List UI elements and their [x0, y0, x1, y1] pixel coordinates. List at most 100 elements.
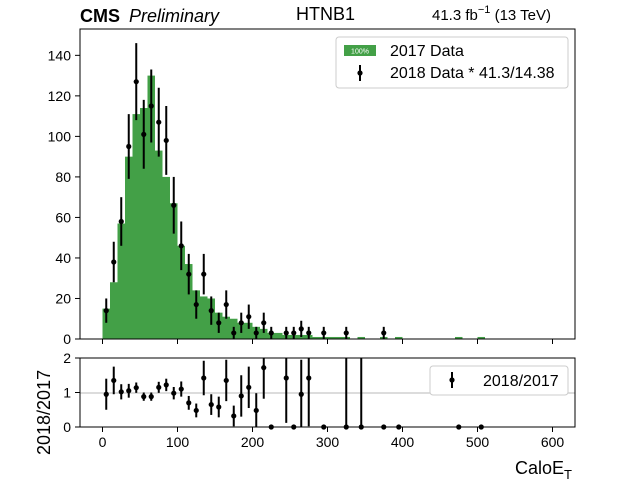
data-point-marker [283, 330, 289, 336]
x-tick-label: 200 [241, 434, 265, 450]
ratio-point-marker [111, 377, 117, 384]
trigger-label: HTNB1 [296, 4, 355, 24]
x-tick-label: 0 [99, 434, 107, 450]
data-point-marker [231, 330, 237, 336]
histogram-bar [177, 245, 185, 339]
ratio-point-marker [126, 388, 132, 394]
data-point-marker [178, 243, 184, 249]
main-y-ticks: 0 20 40 60 80 100 120 140 [48, 47, 80, 347]
data-point-marker [193, 301, 199, 308]
ratio-point-marker [238, 393, 244, 399]
data-point-marker [133, 79, 139, 85]
data-point-marker [156, 119, 162, 125]
ratio-point-marker [103, 391, 109, 397]
ratio-point-marker [156, 384, 162, 390]
data-point-marker [163, 137, 169, 144]
luminosity-label: 41.3 fb−1 (13 TeV) [432, 4, 551, 24]
main-legend: 100% 2017 Data 2018 Data * 41.3/14.38 [335, 36, 569, 89]
ratio-point-marker [261, 365, 267, 371]
histogram-bar [155, 150, 163, 339]
histogram-bar [357, 336, 365, 339]
data-point-marker [126, 143, 132, 150]
ratio-x-ticks: 0 100 200 300 400 500 600 [99, 427, 565, 450]
data-point-marker [103, 308, 109, 314]
main-x-ticks [102, 339, 553, 344]
histogram-bar [455, 336, 463, 339]
ratio-point-marker [186, 400, 192, 406]
histogram-bar [132, 114, 140, 339]
ratio-point-marker [163, 382, 169, 388]
legend-label-2017: 2017 Data [390, 43, 464, 60]
x-tick-label: 500 [466, 434, 490, 450]
ratio-point-marker [216, 404, 222, 410]
luminosity-value: 41.3 fb [432, 7, 478, 24]
y-tick-label: 100 [48, 128, 72, 144]
data-point-marker [253, 330, 259, 336]
legend-marker-2018 [357, 70, 363, 76]
ratio-point-marker [193, 407, 199, 414]
x-tick-label: 600 [541, 434, 565, 450]
x-tick-label: 400 [391, 434, 415, 450]
ratio-point-marker [141, 394, 147, 400]
histogram-bar [327, 336, 335, 339]
experiment-label: CMS [80, 6, 120, 26]
y-tick-label: 2 [63, 350, 71, 366]
histogram-bar [275, 332, 283, 339]
y-tick-label: 80 [55, 169, 71, 185]
ratio-point-marker [118, 389, 124, 395]
histogram-bar [335, 336, 343, 339]
y-tick-label: 60 [55, 209, 71, 225]
histogram-bar [312, 336, 320, 339]
x-axis-label-main: CaloE [515, 458, 564, 478]
ratio-plot-panel: 0 100 200 300 400 500 600 0 1 2 2018/2017 2018/2… [34, 350, 576, 480]
y-tick-label: 1 [63, 385, 71, 401]
histogram-bar [110, 282, 118, 339]
x-axis-label-subscript: T [564, 467, 572, 480]
y-tick-label: 40 [55, 250, 71, 266]
histogram-bar [162, 176, 170, 339]
main-plot-panel: 0 20 40 60 80 100 120 140 100% 2017 Data 2018 D… [48, 28, 576, 347]
ratio-point-marker [253, 407, 259, 414]
histogram-bar [477, 336, 485, 339]
energy-value: (13 TeV) [490, 7, 551, 24]
ratio-point-marker [246, 384, 252, 390]
histogram-bar [170, 203, 178, 339]
ratio-point-marker [223, 377, 229, 384]
data-point-marker [261, 320, 267, 326]
histogram-bar [200, 296, 208, 339]
data-point-marker [186, 271, 192, 277]
data-point-marker [291, 330, 297, 336]
legend-swatch-badge: 100% [351, 49, 369, 56]
y-tick-label: 120 [48, 88, 72, 104]
data-point-marker [216, 320, 222, 326]
ratio-point-marker [306, 375, 312, 381]
ratio-y-axis-label: 2018/2017 [34, 370, 54, 455]
histogram-bar [117, 223, 125, 339]
histogram-bar [297, 334, 305, 339]
ratio-point-marker [178, 386, 184, 392]
histogram-bar [102, 308, 110, 339]
ratio-y-ticks: 0 1 2 [63, 350, 80, 435]
data-point-marker [208, 308, 214, 314]
histogram-bar [140, 108, 148, 340]
legend-swatch-2017 [344, 45, 376, 56]
x-axis-label: CaloET [515, 458, 572, 480]
y-tick-label: 0 [63, 331, 71, 347]
ratio-points [103, 358, 484, 430]
ratio-point-marker [231, 413, 237, 419]
ratio-legend-label: 2018/2017 [483, 373, 559, 390]
data-point-marker [148, 103, 154, 109]
histogram-bar [395, 336, 403, 339]
data-point-marker [381, 330, 387, 336]
ratio-point-marker [171, 390, 177, 396]
histogram-bar [222, 316, 230, 339]
y-tick-label: 0 [63, 419, 71, 435]
ratio-point-marker [201, 375, 207, 381]
x-tick-label: 100 [166, 434, 190, 450]
ratio-legend: 2018/2017 [429, 365, 569, 396]
status-label: Preliminary [129, 6, 220, 26]
y-tick-label: 20 [55, 290, 71, 306]
data-point-marker [171, 202, 177, 208]
ratio-point-marker [283, 375, 289, 381]
